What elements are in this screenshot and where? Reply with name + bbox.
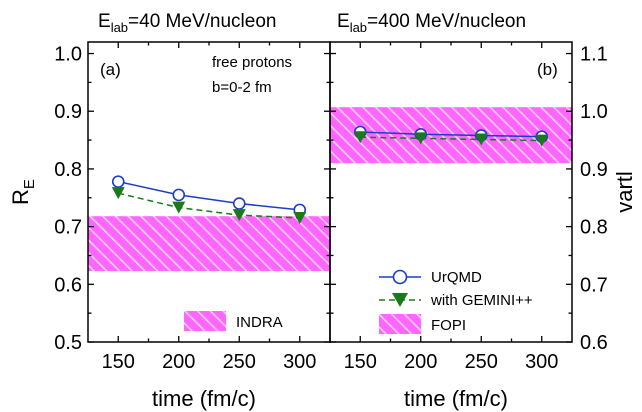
x-tick-label-b-200: 200	[404, 351, 437, 373]
panel-a-frame	[87, 41, 331, 343]
point-with-gemini-a-250	[232, 209, 246, 222]
point-with-gemini-a-150	[111, 187, 125, 200]
point-with-gemini-b-200	[414, 132, 428, 145]
series-line-urqmd-b	[360, 131, 542, 138]
y-tick-label-a-0.5: 0.5	[54, 332, 82, 354]
point-with-gemini-b-150	[353, 131, 367, 144]
legend-swatch-fopi	[379, 314, 421, 334]
x-tick-label-b-150: 150	[344, 351, 377, 373]
series-line-urqmd-a	[118, 180, 300, 211]
point-urqmd-a-200	[172, 188, 186, 202]
tick-layer: 150 200 250 300 0.5 0.6 0.7 0.8 0.9 1.0 150 200 250 3…	[54, 42, 608, 373]
panel-b-frame	[329, 41, 573, 343]
band-layer-a	[88, 216, 330, 272]
panel-b-title: Elab=400 MeV/nucleon	[337, 11, 526, 35]
x-tick-label-b-300: 300	[525, 351, 558, 373]
point-with-gemini-b-250	[474, 133, 488, 146]
data-layer-a	[111, 175, 307, 224]
legend-label-urqmd: UrQMD	[431, 269, 482, 286]
y-tick-label-a-0.7: 0.7	[54, 217, 82, 239]
y-tick-label-a-0.6: 0.6	[54, 274, 82, 296]
legend-swatch-indra	[184, 311, 226, 331]
y-tick-label-a-1.0: 1.0	[54, 44, 82, 66]
legend-label-fopi: FOPI	[431, 317, 466, 334]
annotation-free-protons: free protons	[212, 54, 292, 71]
legend-label-indra: INDRA	[236, 314, 283, 331]
legend-panel-a: INDRA	[184, 311, 283, 331]
annotation-impact-parameter: b=0-2 fm	[212, 79, 272, 96]
y-tick-label-b-0.7: 0.7	[580, 274, 608, 296]
legend-label-gemini: with GEMINI++	[430, 292, 533, 309]
point-with-gemini-b-300	[535, 134, 549, 147]
y-axis-label-right: vartl	[612, 171, 637, 213]
y-axis-label-left: RE	[8, 179, 38, 205]
y-tick-label-b-1.1: 1.1	[580, 44, 608, 66]
legend-marker-urqmd	[392, 269, 408, 285]
y-tick-label-b-1.0: 1.0	[580, 101, 608, 123]
panel-b-tag: (b)	[537, 60, 558, 79]
y-tick-label-b-0.8: 0.8	[580, 217, 608, 239]
y-tick-label-b-0.9: 0.9	[580, 159, 608, 181]
series-line-with-gemini-a	[118, 192, 300, 219]
x-tick-label-a-250: 250	[223, 351, 256, 373]
point-urqmd-a-250	[232, 197, 246, 210]
band-indra	[88, 216, 330, 272]
y-tick-label-a-0.9: 0.9	[54, 101, 82, 123]
x-tick-label-b-250: 250	[465, 351, 498, 373]
y-tick-label-a-0.8: 0.8	[54, 159, 82, 181]
x-tick-label-a-150: 150	[102, 351, 135, 373]
x-tick-label-a-200: 200	[162, 351, 195, 373]
point-with-gemini-a-200	[172, 201, 186, 214]
panel-a-tag: (a)	[100, 60, 121, 79]
data-layer-b	[353, 125, 549, 147]
point-urqmd-a-150	[111, 175, 125, 188]
legend-panel-b: UrQMD with GEMINI++ FOPI	[379, 269, 533, 334]
x-axis-label-b: time (fm/c)	[404, 386, 508, 411]
point-with-gemini-a-300	[293, 211, 307, 224]
panel-a-title: Elab=40 MeV/nucleon	[98, 11, 276, 35]
x-axis-label-a: time (fm/c)	[152, 386, 256, 411]
legend-marker-gemini	[392, 293, 408, 307]
y-tick-label-b-0.6: 0.6	[580, 332, 608, 354]
series-line-with-gemini-b	[360, 136, 542, 142]
x-tick-label-a-300: 300	[283, 351, 316, 373]
